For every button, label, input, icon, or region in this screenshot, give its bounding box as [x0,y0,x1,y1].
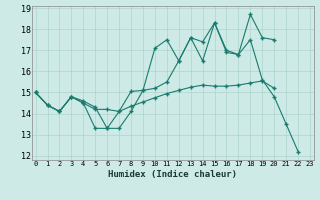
X-axis label: Humidex (Indice chaleur): Humidex (Indice chaleur) [108,170,237,179]
